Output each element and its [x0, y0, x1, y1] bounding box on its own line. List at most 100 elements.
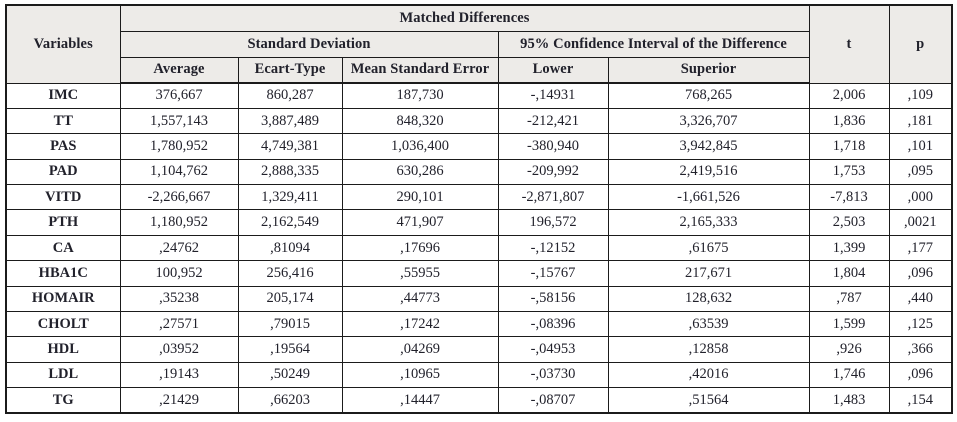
cell-lower: 196,572	[497, 209, 609, 236]
cell-ecart-type: 860,287	[237, 82, 343, 109]
cell-average: ,27571	[119, 311, 239, 338]
cell-t: 2,503	[808, 209, 890, 236]
cell-t: 1,836	[808, 107, 890, 135]
cell-superior: ,51564	[607, 387, 810, 414]
header-row-3: Average Ecart-Type Mean Standard Error L…	[6, 56, 952, 84]
table-row-ldl: LDL ,19143 ,50249 ,10965 -,03730 ,42016 …	[5, 361, 953, 389]
cell-variable: PAD	[5, 158, 121, 186]
cell-ecart-type: 1,329,411	[237, 184, 343, 211]
cell-variable: PTH	[5, 209, 121, 236]
cell-superior: 3,326,707	[607, 107, 810, 135]
cell-ecart-type: ,66203	[237, 387, 343, 414]
cell-t: 1,718	[808, 133, 890, 160]
cell-average: ,35238	[119, 285, 239, 313]
header-ecart-type: Ecart-Type	[237, 56, 343, 84]
cell-superior: 2,419,516	[607, 158, 810, 186]
cell-ecart-type: ,79015	[237, 311, 343, 338]
cell-superior: 3,942,845	[607, 133, 810, 160]
cell-superior: ,61675	[607, 234, 810, 262]
cell-lower: -,14931	[497, 82, 609, 109]
table-row-vitd: VITD -2,266,667 1,329,411 290,101 -2,871…	[5, 184, 953, 211]
table-row-pth: PTH 1,180,952 2,162,549 471,907 196,572 …	[5, 209, 953, 236]
cell-variable: LDL	[5, 361, 121, 389]
cell-lower: -,04953	[497, 336, 609, 363]
cell-p: ,095	[888, 158, 953, 186]
cell-variable: HBA1C	[5, 260, 121, 287]
table-row-imc: IMC 376,667 860,287 187,730 -,14931 768,…	[5, 82, 953, 109]
cell-p: ,181	[888, 107, 953, 135]
cell-ecart-type: ,81094	[237, 234, 343, 262]
header-average: Average	[119, 56, 239, 84]
cell-lower: -,58156	[497, 285, 609, 313]
cell-p: ,096	[888, 260, 953, 287]
cell-p: ,366	[888, 336, 953, 363]
header-confidence-interval: 95% Confidence Interval of the Differenc…	[497, 30, 810, 58]
cell-mean-std-error: 1,036,400	[341, 133, 499, 160]
cell-mean-std-error: 848,320	[341, 107, 499, 135]
cell-p: ,0021	[888, 209, 953, 236]
header-row-2: Standard Deviation 95% Confidence Interv…	[6, 30, 952, 58]
cell-p: ,096	[888, 361, 953, 389]
cell-p: ,101	[888, 133, 953, 160]
cell-variable: HDL	[5, 336, 121, 363]
cell-average: ,24762	[119, 234, 239, 262]
cell-t: 1,599	[808, 311, 890, 338]
cell-variable: VITD	[5, 184, 121, 211]
cell-lower: -,12152	[497, 234, 609, 262]
cell-superior: ,12858	[607, 336, 810, 363]
header-lower: Lower	[497, 56, 609, 84]
cell-ecart-type: 2,888,335	[237, 158, 343, 186]
cell-superior: ,42016	[607, 361, 810, 389]
cell-t: 1,399	[808, 234, 890, 262]
cell-superior: -1,661,526	[607, 184, 810, 211]
cell-mean-std-error: 290,101	[341, 184, 499, 211]
cell-t: -7,813	[808, 184, 890, 211]
cell-ecart-type: 4,749,381	[237, 133, 343, 160]
cell-average: ,03952	[119, 336, 239, 363]
table-row-pas: PAS 1,780,952 4,749,381 1,036,400 -380,9…	[5, 133, 953, 160]
cell-superior: 128,632	[607, 285, 810, 313]
cell-variable: TG	[5, 387, 121, 414]
cell-average: 1,780,952	[119, 133, 239, 160]
cell-ecart-type: ,19564	[237, 336, 343, 363]
cell-mean-std-error: 471,907	[341, 209, 499, 236]
header-variables: Variables	[5, 4, 121, 84]
cell-mean-std-error: ,04269	[341, 336, 499, 363]
cell-lower: -,03730	[497, 361, 609, 389]
cell-variable: CHOLT	[5, 311, 121, 338]
cell-t: 1,746	[808, 361, 890, 389]
header-p: p	[888, 4, 953, 84]
header-matched-differences: Matched Differences	[119, 4, 810, 32]
cell-t: 1,804	[808, 260, 890, 287]
cell-t: 1,753	[808, 158, 890, 186]
cell-p: ,000	[888, 184, 953, 211]
table-row-tt: TT 1,557,143 3,887,489 848,320 -212,421 …	[5, 107, 953, 135]
cell-mean-std-error: ,55955	[341, 260, 499, 287]
cell-mean-std-error: ,44773	[341, 285, 499, 313]
header-mean-std-error: Mean Standard Error	[341, 56, 499, 84]
header-row-1: Variables Matched Differences t p	[5, 4, 953, 84]
cell-lower: -2,871,807	[497, 184, 609, 211]
cell-lower: -380,940	[497, 133, 609, 160]
cell-lower: -,08396	[497, 311, 609, 338]
cell-ecart-type: 256,416	[237, 260, 343, 287]
cell-p: ,109	[888, 82, 953, 109]
cell-variable: HOMAIR	[5, 285, 121, 313]
cell-p: ,154	[888, 387, 953, 414]
cell-ecart-type: 3,887,489	[237, 107, 343, 135]
cell-variable: IMC	[5, 82, 121, 109]
cell-variable: TT	[5, 107, 121, 135]
cell-t: ,926	[808, 336, 890, 363]
cell-superior: 217,671	[607, 260, 810, 287]
cell-p: ,440	[888, 285, 953, 313]
cell-lower: -,15767	[497, 260, 609, 287]
cell-average: 376,667	[119, 82, 239, 109]
cell-average: ,19143	[119, 361, 239, 389]
cell-average: 1,180,952	[119, 209, 239, 236]
cell-p: ,177	[888, 234, 953, 262]
cell-t: 1,483	[808, 387, 890, 414]
cell-average: ,21429	[119, 387, 239, 414]
cell-mean-std-error: ,17696	[341, 234, 499, 262]
matched-differences-table: Variables Matched Differences t p Standa…	[5, 4, 953, 415]
cell-mean-std-error: 187,730	[341, 82, 499, 109]
